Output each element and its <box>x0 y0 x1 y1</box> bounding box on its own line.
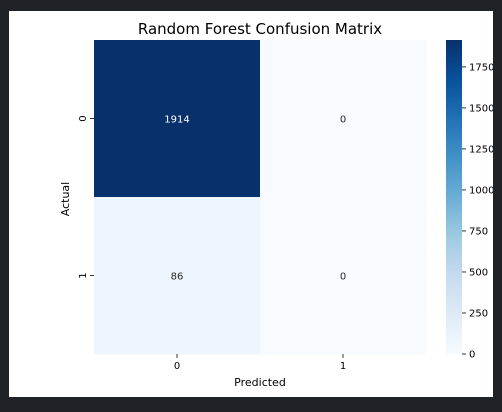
heatmap-cells <box>94 40 427 355</box>
colorbar-tick-label: 250 <box>469 308 488 319</box>
colorbar-gradient <box>446 40 462 354</box>
y-axis-label: Actual <box>59 182 72 216</box>
cell-annotation-1-0: 86 <box>171 272 184 283</box>
x-axis-label: Predicted <box>234 376 286 389</box>
cell-annotation-0-0: 1914 <box>164 115 189 126</box>
colorbar-tick-label: 1250 <box>469 144 493 155</box>
cell-annotation-0-1: 0 <box>340 115 346 126</box>
cell-annotation-1-1: 0 <box>340 272 346 283</box>
cell-annotations: 1914 0 86 0 <box>164 115 346 283</box>
y-tick-label: 0 <box>78 115 89 121</box>
colorbar-tick-label: 0 <box>469 350 475 361</box>
confusion-matrix-chart: Random Forest Confusion Matrix 1914 0 86 0 … <box>59 20 494 389</box>
heatmap-cell-1-1 <box>260 197 427 355</box>
x-tick-label: 1 <box>340 361 346 372</box>
colorbar: 0 250 500 750 1000 1250 1500 1750 <box>446 40 494 361</box>
colorbar-tick-label: 750 <box>469 226 488 237</box>
colorbar-tick-label: 1000 <box>469 185 493 196</box>
x-tick-label: 0 <box>174 361 180 372</box>
y-tick-label: 1 <box>78 272 89 278</box>
colorbar-tick-label: 500 <box>469 267 488 278</box>
colorbar-tick-label: 1750 <box>469 62 493 73</box>
heatmap-cell-0-0 <box>94 40 261 198</box>
y-axis: 01 <box>78 115 94 279</box>
heatmap-cell-1-0 <box>94 197 261 355</box>
heatmap-cell-0-1 <box>260 40 427 198</box>
colorbar-tick-label: 1500 <box>469 103 493 114</box>
chart-title: Random Forest Confusion Matrix <box>138 20 382 38</box>
figure: Random Forest Confusion Matrix 1914 0 86 0 … <box>9 11 494 397</box>
